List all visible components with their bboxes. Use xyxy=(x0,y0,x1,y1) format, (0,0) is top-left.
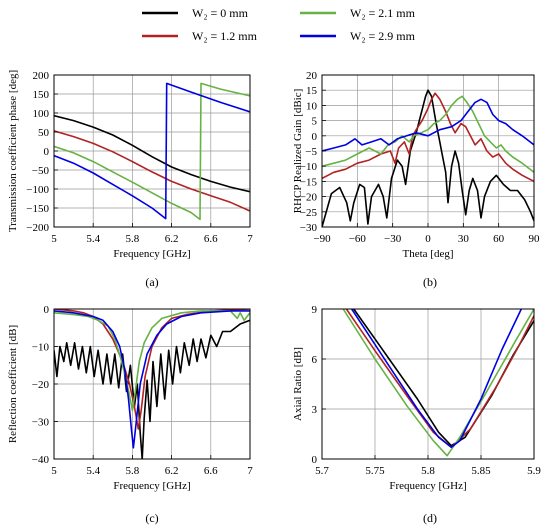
legend-entry: W₂ = 2.1 mm xyxy=(300,6,416,20)
y-tick-label: −5 xyxy=(305,146,317,158)
y-tick-label: −20 xyxy=(300,192,318,204)
series-line xyxy=(342,309,534,457)
x-tick-label: 5.75 xyxy=(365,465,385,477)
y-axis-label: Reflection coefficient [dB] xyxy=(7,325,19,443)
y-tick-label: −150 xyxy=(26,203,49,215)
y-tick-label: 9 xyxy=(312,304,318,316)
legend-label: W₂ = 2.1 mm xyxy=(350,6,416,20)
y-tick-label: −100 xyxy=(26,184,49,196)
x-tick-label: 0 xyxy=(425,233,431,245)
x-tick-label: 5 xyxy=(51,233,57,245)
panel-label: (d) xyxy=(423,511,437,525)
y-tick-label: −20 xyxy=(32,379,50,391)
y-tick-label: 0 xyxy=(44,304,50,316)
x-tick-label: 5.4 xyxy=(86,465,100,477)
x-tick-label: 5.8 xyxy=(421,465,435,477)
x-axis-label: Theta [deg] xyxy=(403,248,454,260)
series-line xyxy=(54,82,250,221)
series-line xyxy=(54,114,250,193)
y-tick-label: −50 xyxy=(32,165,50,177)
x-tick-label: 5.9 xyxy=(527,465,541,477)
y-tick-label: −25 xyxy=(300,207,318,219)
chart-panel-a: 5 5.4 5.8 6.2 6.6 7 −200 −150 −100 −50 0 50 100 150 20… xyxy=(7,70,253,289)
legend-label: W₂ = 2.9 mm xyxy=(350,29,416,43)
panel-label: (a) xyxy=(145,275,158,289)
series-line xyxy=(54,310,250,449)
y-tick-label: 20 xyxy=(306,70,318,82)
legend-entry: W₂ = 1.2 mm xyxy=(142,29,258,43)
x-tick-label: 6.6 xyxy=(204,465,218,477)
panel-label: (c) xyxy=(145,511,158,525)
x-tick-label: 7 xyxy=(247,233,253,245)
x-axis-label: Frequency [GHz] xyxy=(389,480,466,492)
legend: W₂ = 0 mm W₂ = 1.2 mm W₂ = 2.1 mm W₂ = 2.9 … xyxy=(142,6,416,43)
x-tick-label: 5.85 xyxy=(471,465,491,477)
x-tick-label: 6.2 xyxy=(165,465,179,477)
legend-label: W₂ = 0 mm xyxy=(192,6,249,20)
series-line xyxy=(353,309,534,447)
series-line xyxy=(322,89,534,227)
series-line xyxy=(322,95,534,173)
chart-panel-c: 5 5.4 5.8 6.2 6.6 7 −40 −30 −20 −10 0 Frequency [GH… xyxy=(7,304,253,525)
x-tick-label: 5 xyxy=(51,465,57,477)
y-tick-label: 200 xyxy=(33,70,50,82)
legend-entry: W₂ = 0 mm xyxy=(142,6,249,20)
x-tick-label: 30 xyxy=(458,233,470,245)
y-tick-label: −10 xyxy=(32,342,50,354)
series-line xyxy=(54,82,250,220)
series-line xyxy=(322,98,534,152)
x-axis-label: Frequency [GHz] xyxy=(113,480,190,492)
y-tick-label: 100 xyxy=(33,108,50,120)
y-axis-label: Axial Ratio [dB] xyxy=(292,347,304,421)
x-tick-label: 5.7 xyxy=(315,465,329,477)
series-line xyxy=(54,319,250,459)
x-tick-label: 7 xyxy=(247,465,253,477)
x-tick-label: −30 xyxy=(384,233,402,245)
x-axis-label: Frequency [GHz] xyxy=(113,248,190,260)
y-tick-label: −40 xyxy=(32,454,50,466)
legend-label: W₂ = 1.2 mm xyxy=(192,29,258,43)
y-tick-label: −200 xyxy=(26,222,49,234)
chart-panel-b: −90 −60 −30 0 30 60 90 −30 −25 −20 −15 −10 −5 0 5 10 15 2… xyxy=(292,70,540,289)
y-tick-label: 10 xyxy=(306,100,318,112)
x-tick-label: −60 xyxy=(349,233,367,245)
x-tick-label: 5.4 xyxy=(86,233,100,245)
series-line xyxy=(54,130,250,212)
y-tick-label: −10 xyxy=(300,161,318,173)
y-tick-label: −30 xyxy=(300,222,318,234)
y-tick-label: 3 xyxy=(312,404,318,416)
x-tick-label: 60 xyxy=(493,233,505,245)
series-line xyxy=(54,310,250,412)
y-tick-label: 6 xyxy=(312,354,318,366)
x-tick-label: 5.8 xyxy=(126,233,140,245)
x-tick-label: 5.8 xyxy=(126,465,140,477)
y-tick-label: 0 xyxy=(312,131,318,143)
y-tick-label: 0 xyxy=(44,146,50,158)
chart-panel-d: 5.7 5.75 5.8 5.85 5.9 0 3 6 9 Frequency [GHz] Axia… xyxy=(292,304,541,525)
panel-label: (b) xyxy=(423,275,437,289)
y-tick-label: −15 xyxy=(300,176,318,188)
y-axis-label: Transmission coefficient phase [deg] xyxy=(7,70,19,232)
x-tick-label: 6.2 xyxy=(165,233,179,245)
y-tick-label: 0 xyxy=(312,454,318,466)
y-tick-label: 150 xyxy=(33,89,50,101)
x-tick-label: −90 xyxy=(313,233,331,245)
x-tick-label: 90 xyxy=(529,233,541,245)
series-line xyxy=(345,309,534,449)
y-tick-label: 15 xyxy=(306,85,318,97)
series-line xyxy=(351,309,523,449)
x-tick-label: 6.6 xyxy=(204,233,218,245)
legend-entry: W₂ = 2.9 mm xyxy=(300,29,416,43)
series-line xyxy=(322,92,534,183)
y-tick-label: −30 xyxy=(32,417,50,429)
y-tick-label: 5 xyxy=(312,116,318,128)
y-axis-label: RHCP Realized Gain [dBic] xyxy=(292,89,304,214)
y-tick-label: 50 xyxy=(38,127,50,139)
